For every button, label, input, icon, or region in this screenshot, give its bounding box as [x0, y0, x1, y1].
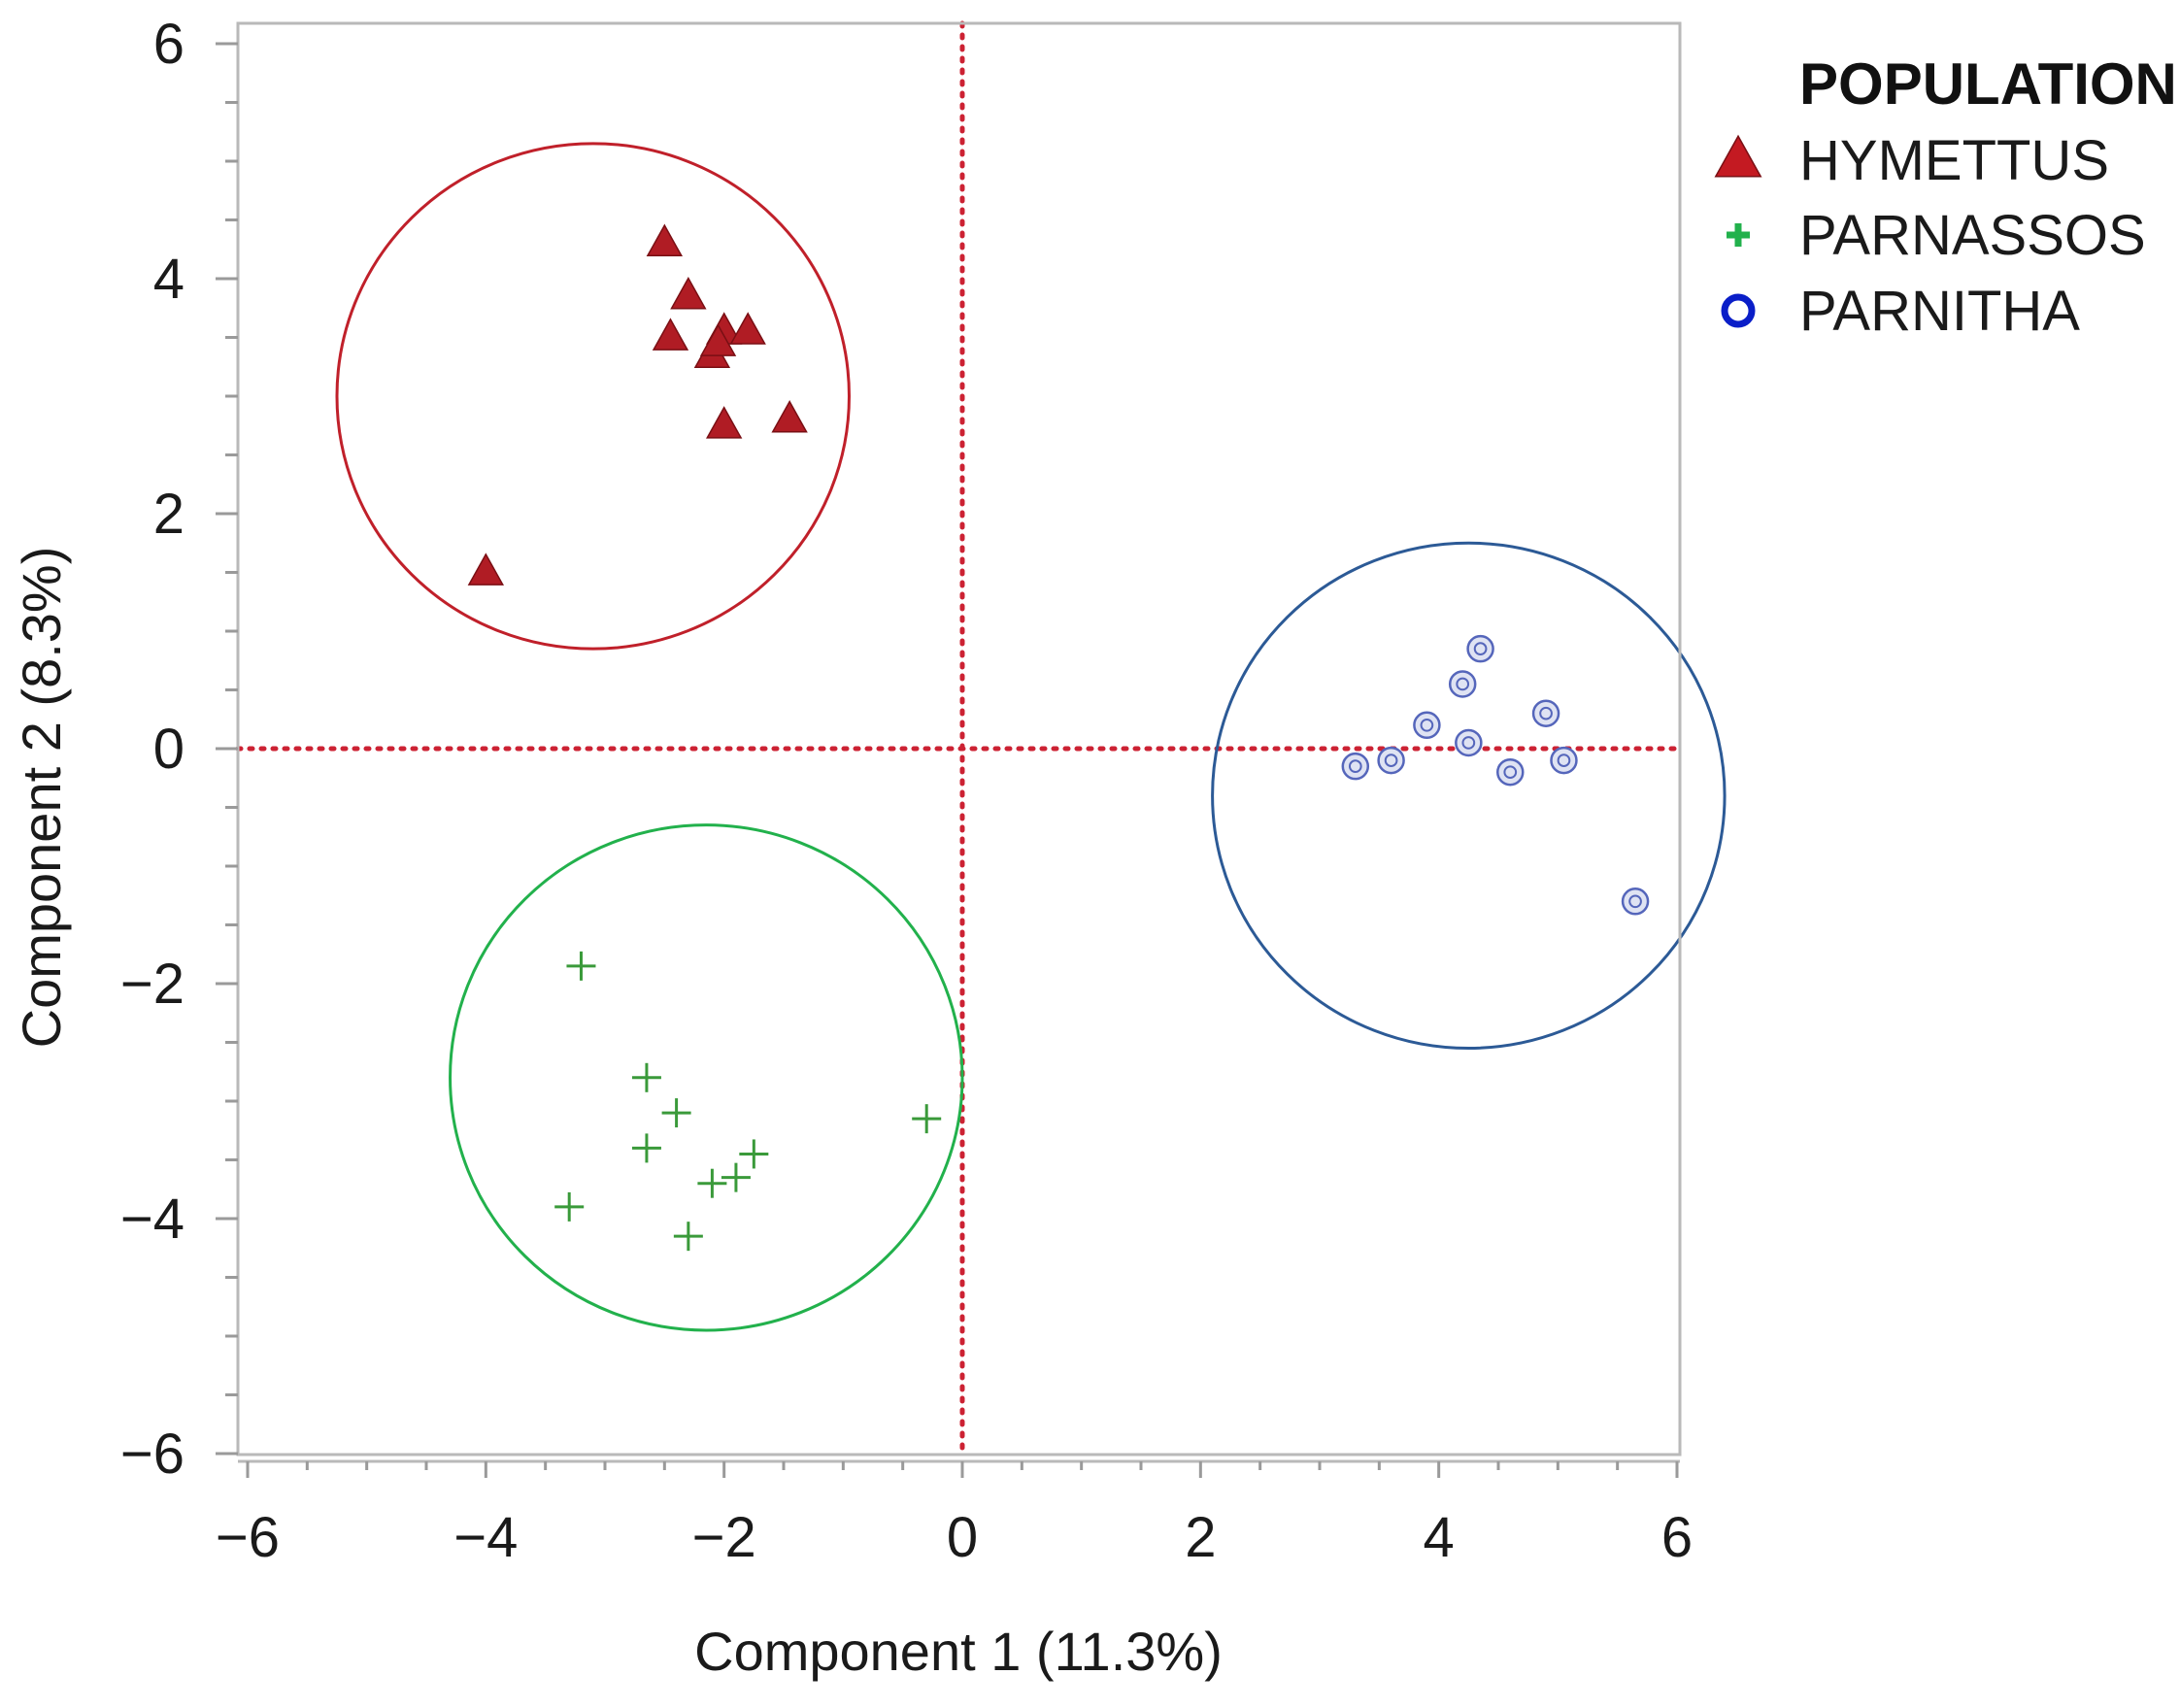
y-tick-label-2: 2	[153, 483, 184, 546]
point-parnitha-5-outer	[1377, 746, 1405, 775]
legend: POPULATION HYMETTUS PARNASSOS PARNITHA	[1714, 51, 2177, 343]
point-parnitha-6-outer	[1341, 752, 1370, 781]
legend-label-parnitha: PARNITHA	[1799, 280, 2080, 343]
x-axis: −6 −4 −2 0 2 4 6	[216, 1459, 1693, 1569]
x-tick-label-6: 6	[1661, 1506, 1693, 1569]
legend-marker-hymettus	[1714, 134, 1762, 178]
point-parnassos-4	[697, 1168, 727, 1198]
point-parnitha-4	[1531, 699, 1560, 727]
legend-item-hymettus: HYMETTUS	[1714, 129, 2109, 192]
point-parnitha-9-inner	[1628, 894, 1642, 909]
y-tick-label-4: 4	[153, 248, 184, 311]
point-parnitha-2	[1413, 711, 1441, 740]
y-axis-title: Component 2 (8.3%)	[11, 547, 72, 1049]
legend-item-parnitha: PARNITHA	[1721, 280, 2080, 343]
point-parnitha-1-outer	[1448, 670, 1477, 698]
point-parnitha-8-inner	[1557, 754, 1571, 767]
ellipse-parnassos	[449, 823, 964, 1332]
legend-marker-parnassos	[1727, 223, 1750, 247]
point-parnassos-1	[631, 1062, 661, 1092]
point-parnassos-5	[721, 1162, 751, 1192]
point-parnitha-4-inner	[1539, 706, 1553, 720]
plot-frame	[236, 21, 1682, 1457]
point-hymettus-4	[729, 312, 766, 345]
point-hymettus-6	[699, 323, 737, 356]
point-parnitha-3-inner	[1461, 736, 1476, 750]
x-axis-title: Component 1 (11.3%)	[694, 1621, 1223, 1682]
point-parnitha-1-inner	[1456, 677, 1470, 691]
ellipse-parnitha	[1211, 541, 1727, 1051]
point-parnitha-3	[1455, 728, 1483, 757]
point-parnitha-9	[1621, 887, 1650, 916]
point-parnitha-8-outer	[1550, 746, 1578, 775]
point-parnitha-5	[1377, 746, 1405, 775]
legend-title: POPULATION	[1799, 51, 2177, 117]
point-parnassos-3	[631, 1133, 661, 1163]
point-parnassos-7	[554, 1191, 585, 1222]
reference-lines	[235, 20, 1683, 1457]
point-parnitha-7-inner	[1503, 765, 1518, 780]
point-parnitha-3-outer	[1455, 728, 1483, 757]
point-parnitha-7	[1496, 757, 1525, 787]
point-parnassos-0	[566, 951, 596, 981]
legend-marker-parnitha	[1721, 293, 1756, 328]
y-axis: 6 4 2 0 −2 −4 −6	[120, 13, 238, 1486]
point-parnitha-7-outer	[1496, 757, 1525, 787]
point-parnassos-6	[739, 1139, 769, 1169]
point-parnassos-8	[673, 1222, 703, 1252]
y-tick-label-6: 6	[153, 13, 184, 76]
x-tick-label--2: −2	[692, 1506, 756, 1569]
x-tick-label-2: 2	[1185, 1506, 1216, 1569]
point-parnitha-6-inner	[1348, 759, 1362, 774]
legend-item-parnassos: PARNASSOS	[1727, 204, 2146, 267]
point-parnitha-5-inner	[1384, 754, 1398, 767]
y-tick-label-0: 0	[153, 718, 184, 781]
y-tick-label--2: −2	[120, 953, 184, 1016]
point-parnassos-2	[661, 1098, 691, 1128]
x-tick-label-4: 4	[1424, 1506, 1455, 1569]
point-hymettus-9	[467, 553, 505, 586]
x-tick-label-0: 0	[947, 1506, 978, 1569]
ellipse-hymettus	[335, 142, 851, 651]
point-parnitha-0	[1466, 634, 1494, 663]
point-hymettus-0	[646, 223, 684, 257]
point-parnitha-4-outer	[1531, 699, 1560, 727]
point-hymettus-8	[771, 400, 808, 433]
x-tick-label--4: −4	[453, 1506, 518, 1569]
point-hymettus-2	[652, 318, 689, 351]
y-tick-label--4: −4	[120, 1188, 184, 1251]
point-parnitha-2-outer	[1413, 711, 1441, 740]
point-parnitha-0-outer	[1466, 634, 1494, 663]
point-parnitha-1	[1448, 670, 1477, 698]
point-parnitha-2-inner	[1420, 718, 1434, 732]
point-parnitha-0-inner	[1473, 642, 1488, 656]
legend-items: HYMETTUS PARNASSOS PARNITHA	[1714, 129, 2146, 343]
legend-label-hymettus: HYMETTUS	[1799, 129, 2109, 192]
x-tick-label--6: −6	[216, 1506, 280, 1569]
legend-label-parnassos: PARNASSOS	[1799, 204, 2146, 267]
y-tick-label--6: −6	[120, 1423, 184, 1486]
data-points	[467, 223, 1650, 1252]
point-hymettus-7	[705, 406, 743, 439]
point-parnitha-8	[1550, 746, 1578, 775]
point-parnitha-6	[1341, 752, 1370, 781]
cluster-ellipses	[335, 142, 1727, 1332]
point-parnitha-9-outer	[1621, 887, 1650, 916]
point-hymettus-1	[670, 277, 707, 310]
point-parnassos-9	[912, 1104, 942, 1134]
